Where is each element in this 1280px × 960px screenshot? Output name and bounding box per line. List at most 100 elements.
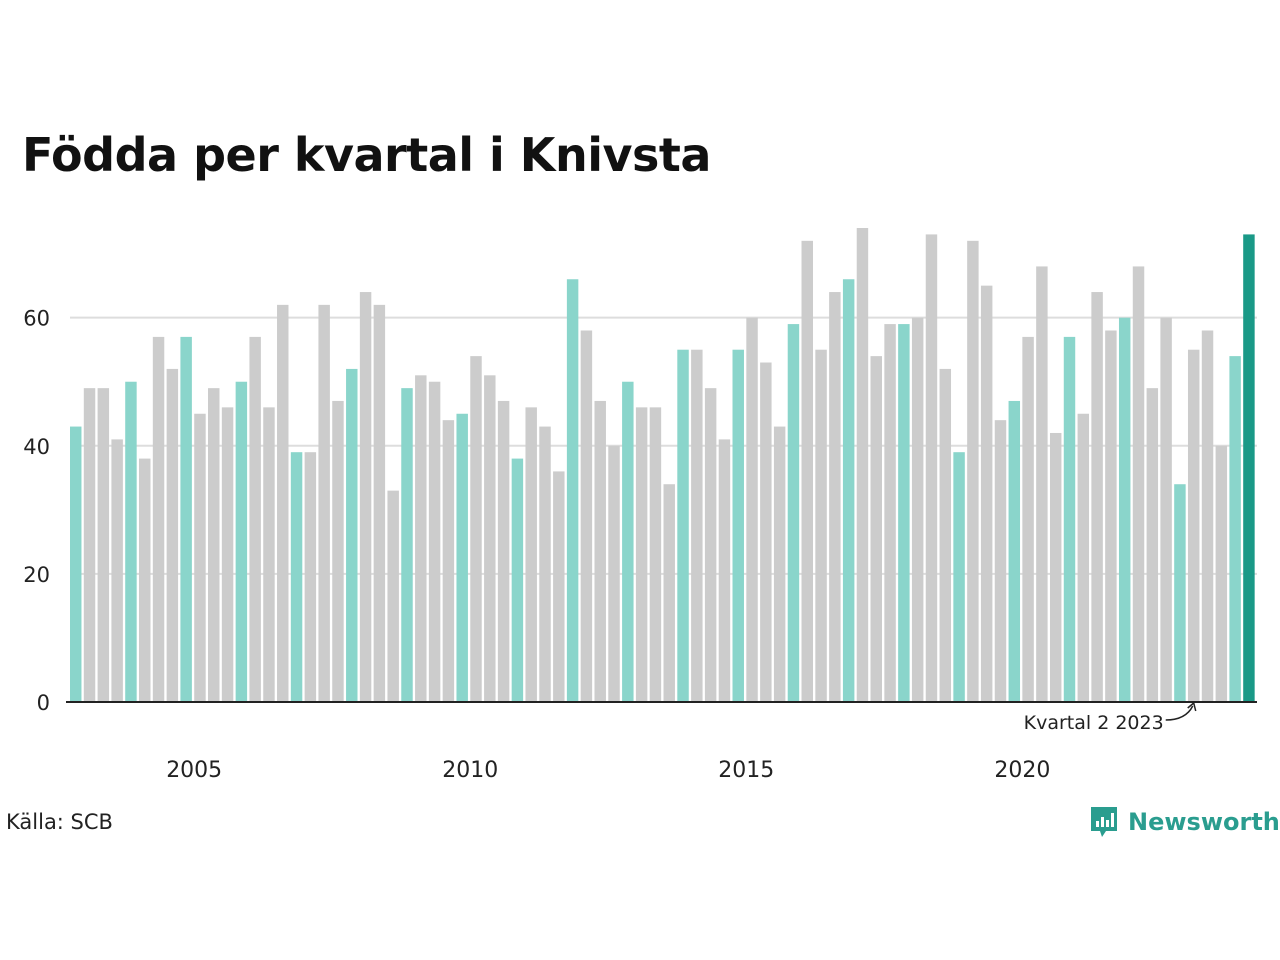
bar — [1008, 400, 1021, 702]
bar — [1160, 317, 1172, 702]
x-tick-label: 2020 — [994, 758, 1050, 783]
bar — [401, 388, 413, 702]
bar — [304, 452, 317, 702]
bar — [994, 420, 1007, 702]
bar — [718, 439, 731, 702]
annotation: Kvartal 2 2023 — [1024, 701, 1197, 734]
y-tick-label: 20 — [23, 563, 50, 587]
bar — [539, 426, 551, 702]
bar — [290, 452, 303, 702]
bar — [525, 407, 537, 702]
bar — [332, 400, 344, 702]
bar — [1077, 413, 1090, 702]
bar — [1243, 234, 1255, 702]
bar — [1049, 432, 1062, 702]
bar — [635, 407, 648, 702]
bar — [760, 362, 772, 702]
bars — [70, 228, 1255, 702]
bar — [925, 234, 938, 702]
chart-title: Födda per kvartal i Knivsta — [22, 128, 711, 182]
bar — [980, 285, 993, 702]
bar — [898, 324, 910, 702]
bar — [1174, 484, 1186, 702]
bar — [1215, 445, 1228, 702]
x-tick-label: 2015 — [718, 758, 774, 783]
newsworthy-icon — [1091, 807, 1117, 837]
bar — [1091, 292, 1103, 702]
bar — [249, 336, 261, 702]
bar — [842, 279, 855, 702]
source-label: Källa: SCB — [6, 810, 113, 834]
bar — [221, 407, 234, 702]
bar — [139, 458, 151, 702]
annotation-arrowhead — [1187, 701, 1197, 712]
bar — [180, 336, 192, 702]
y-tick-label: 0 — [37, 691, 50, 715]
bar — [1201, 330, 1214, 702]
bar — [484, 375, 496, 702]
bar — [346, 368, 358, 702]
bar — [97, 388, 110, 702]
x-tick-label: 2010 — [442, 758, 498, 783]
annotation-label: Kvartal 2 2023 — [1024, 712, 1164, 734]
bar — [1063, 336, 1076, 702]
bar — [456, 413, 468, 702]
bar — [787, 324, 800, 702]
bar — [1146, 388, 1159, 702]
bar — [691, 349, 703, 702]
bar — [1105, 330, 1117, 702]
bar — [856, 228, 869, 702]
bar — [649, 407, 662, 702]
bar — [166, 368, 179, 702]
bar — [442, 420, 455, 702]
bar — [152, 336, 165, 702]
bar — [387, 490, 399, 702]
bar — [263, 407, 275, 702]
brand-name: Newsworthy — [1128, 808, 1280, 836]
bar — [677, 349, 689, 702]
bar — [318, 304, 330, 702]
y-tick-label: 60 — [23, 307, 50, 331]
bar — [884, 324, 896, 702]
bar — [594, 400, 606, 702]
bar — [1229, 356, 1241, 702]
x-tick-label: 2005 — [166, 758, 222, 783]
bar — [773, 426, 786, 702]
bar — [1187, 349, 1200, 702]
newsworthy-logo: Newsworthy — [1088, 804, 1280, 840]
bar — [939, 368, 952, 702]
bar-chart: 0 20 40 60 2005 2010 2015 2020 Kvartal 2 2023 — [23, 228, 1257, 783]
bar — [194, 413, 206, 702]
bar — [359, 292, 372, 702]
bar — [415, 375, 427, 702]
x-axis: 2005 2010 2015 2020 — [66, 701, 1257, 783]
bar — [553, 471, 565, 702]
bar — [125, 381, 137, 702]
bar — [815, 349, 827, 702]
bar — [829, 292, 841, 702]
bar — [1118, 317, 1131, 702]
bar — [622, 381, 634, 702]
bar — [911, 317, 924, 702]
annotation-arrow — [1165, 705, 1194, 721]
bar — [746, 317, 758, 702]
bar — [608, 445, 620, 702]
bar — [732, 349, 744, 702]
bar — [111, 439, 123, 702]
y-tick-label: 40 — [23, 435, 50, 459]
bar — [704, 388, 717, 702]
bar — [235, 381, 248, 702]
bar — [1132, 266, 1145, 702]
bar — [428, 381, 441, 702]
bar — [1036, 266, 1048, 702]
bar — [967, 240, 979, 702]
bar — [277, 304, 289, 702]
bar — [1022, 336, 1034, 702]
bar — [497, 400, 510, 702]
bar — [511, 458, 524, 702]
bar — [83, 388, 96, 702]
bar — [70, 426, 82, 702]
bar — [580, 330, 593, 702]
y-axis: 0 20 40 60 — [23, 307, 50, 715]
bar — [663, 484, 675, 702]
